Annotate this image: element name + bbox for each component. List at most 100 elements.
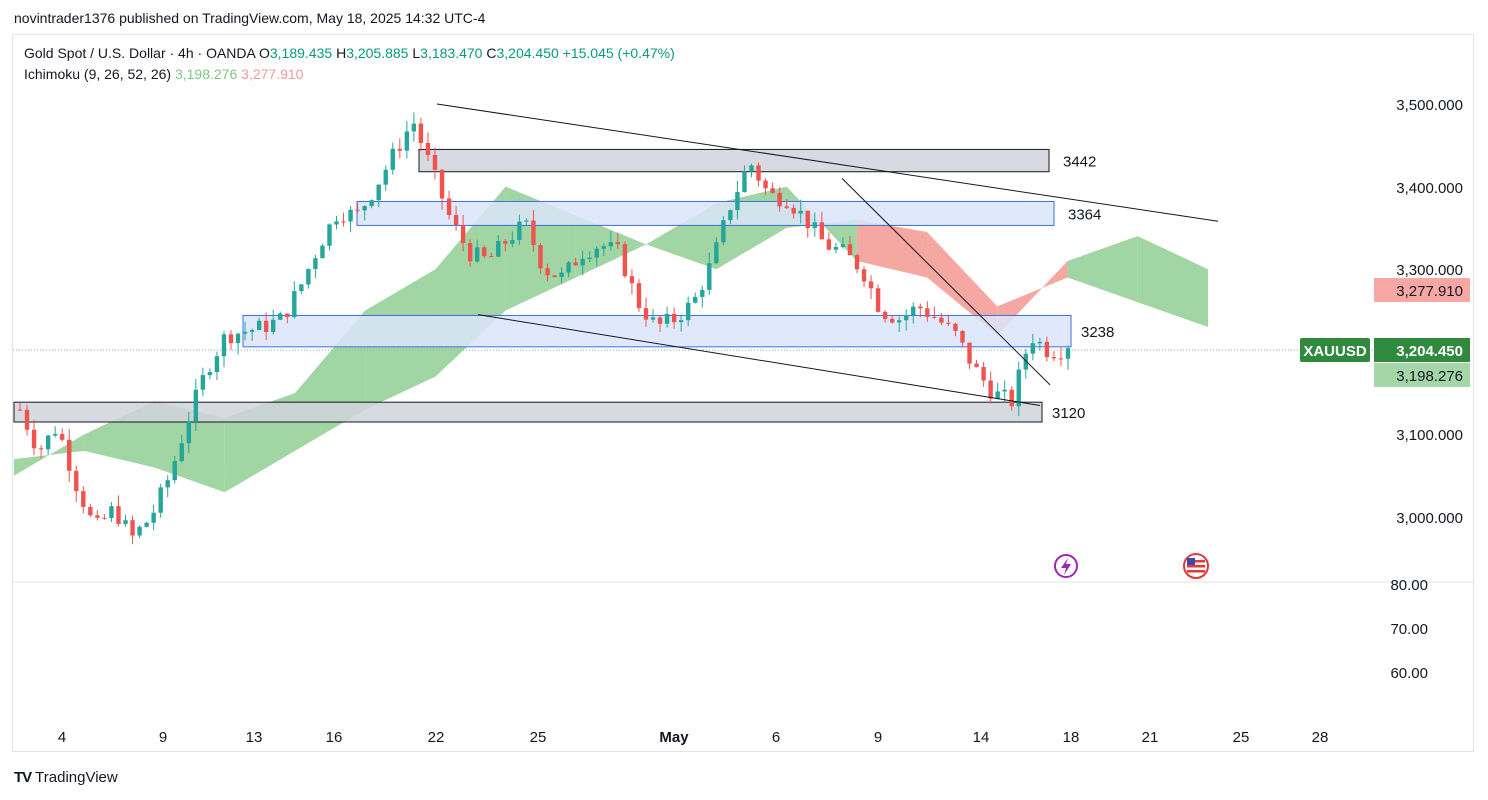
candle-down — [777, 192, 782, 207]
symbol-tag[interactable] — [1300, 338, 1370, 362]
time-tick: 6 — [772, 729, 780, 746]
candle-up — [566, 262, 571, 273]
candle-up — [1016, 369, 1021, 407]
candle-up — [587, 257, 592, 259]
candle-down — [847, 244, 853, 256]
lagging-value-tag — [1374, 363, 1470, 387]
candle-down — [861, 269, 867, 282]
zone-box[interactable] — [418, 148, 1050, 173]
candle-down — [974, 363, 979, 368]
candle-up — [510, 240, 515, 244]
candle-up — [242, 331, 248, 334]
time-tick: 14 — [973, 729, 990, 746]
candle-up — [728, 210, 733, 221]
candle-up — [292, 291, 297, 318]
candle-down — [130, 520, 135, 536]
us-flag-icon[interactable] — [1183, 553, 1209, 579]
cloud-bear-segment — [856, 219, 928, 278]
candle-up — [165, 480, 170, 488]
candle-up — [221, 334, 227, 357]
zone-box[interactable] — [242, 314, 1072, 348]
candle-down — [819, 222, 825, 240]
candle-up — [608, 242, 614, 247]
symbol-legend[interactable]: Gold Spot / U.S. Dollar · 4h · OANDA O 3,… — [24, 45, 675, 61]
candle-down — [552, 275, 557, 277]
candle-up — [749, 165, 754, 172]
candle-up — [376, 184, 381, 201]
candle-up — [896, 320, 902, 323]
lagging-value-label: 3,198.276 — [1396, 368, 1463, 385]
tradingview-logo[interactable]: TV TradingView — [14, 769, 118, 786]
cloud-bear-segment — [927, 232, 998, 336]
low-value: 3,183.470 — [420, 45, 483, 61]
time-tick: 9 — [159, 729, 167, 746]
candle-up — [383, 169, 388, 185]
time-tick: 25 — [530, 729, 547, 746]
candle-down — [629, 276, 635, 284]
indicator-name[interactable]: Ichimoku (9, 26, 52, 26) — [24, 66, 172, 82]
candle-up — [249, 330, 255, 332]
candle-up — [798, 210, 803, 214]
candle-down — [875, 288, 881, 312]
open-label: O — [258, 45, 270, 61]
candle-down — [31, 429, 37, 449]
cloud-value-tag — [1374, 278, 1470, 302]
candle-up — [840, 244, 846, 247]
candle-down — [74, 470, 79, 492]
zone-box[interactable] — [13, 401, 1043, 423]
candle-up — [186, 421, 192, 444]
candle-down — [622, 244, 628, 277]
candle-up — [362, 206, 367, 211]
osc-tick: 80.00 — [1390, 577, 1428, 594]
candle-down — [95, 515, 100, 518]
candle-down — [643, 308, 649, 320]
candle-up — [700, 289, 705, 297]
candle-up — [685, 302, 691, 321]
candle-down — [67, 439, 72, 471]
indicator-legend[interactable]: Ichimoku (9, 26, 52, 26) 3,198.276 3,277… — [24, 66, 303, 82]
candle-down — [671, 313, 677, 323]
candle-up — [200, 375, 206, 390]
candle-down — [418, 123, 424, 144]
price-tick: 3,100.000 — [1396, 427, 1463, 444]
candle-up — [1037, 341, 1043, 344]
time-tick: May — [659, 729, 689, 746]
candle-up — [137, 526, 142, 536]
high-value: 3,205.885 — [346, 45, 409, 61]
time-tick: 28 — [1312, 729, 1329, 746]
candle-up — [474, 247, 480, 262]
candle-down — [960, 330, 965, 343]
candle-down — [538, 245, 543, 269]
cloud-bull-segment — [1067, 236, 1138, 303]
lightning-icon[interactable] — [1054, 554, 1078, 578]
candle-down — [439, 169, 445, 199]
candle-down — [988, 380, 993, 399]
low-label: L — [412, 45, 421, 61]
candle-down — [932, 316, 937, 318]
cloud-bull-segment — [154, 401, 225, 493]
cloud-bull-segment — [14, 434, 85, 476]
candle-down — [341, 221, 346, 223]
candle-down — [1051, 357, 1057, 359]
cloud-bear-segment — [997, 260, 1068, 336]
price-tick: 3,400.000 — [1396, 180, 1463, 197]
zone-box[interactable] — [356, 200, 1055, 226]
candle-up — [580, 258, 585, 266]
candle-down — [946, 322, 951, 324]
published-caption: novintrader1376 published on TradingView… — [14, 10, 486, 26]
candle-down — [939, 317, 944, 323]
candle-up — [348, 209, 353, 222]
candle-up — [123, 520, 128, 524]
candle-down — [355, 209, 360, 211]
candle-up — [742, 171, 747, 193]
candle-down — [981, 367, 986, 381]
tradingview-mark: TV — [14, 769, 32, 786]
symbol-name[interactable]: Gold Spot / U.S. Dollar · 4h · OANDA — [24, 45, 256, 61]
candle-down — [531, 220, 536, 246]
trendline[interactable] — [841, 177, 1051, 386]
trendline[interactable] — [477, 314, 1041, 406]
trendline[interactable] — [436, 103, 1219, 222]
candle-up — [664, 313, 670, 324]
candle-up — [601, 246, 606, 249]
